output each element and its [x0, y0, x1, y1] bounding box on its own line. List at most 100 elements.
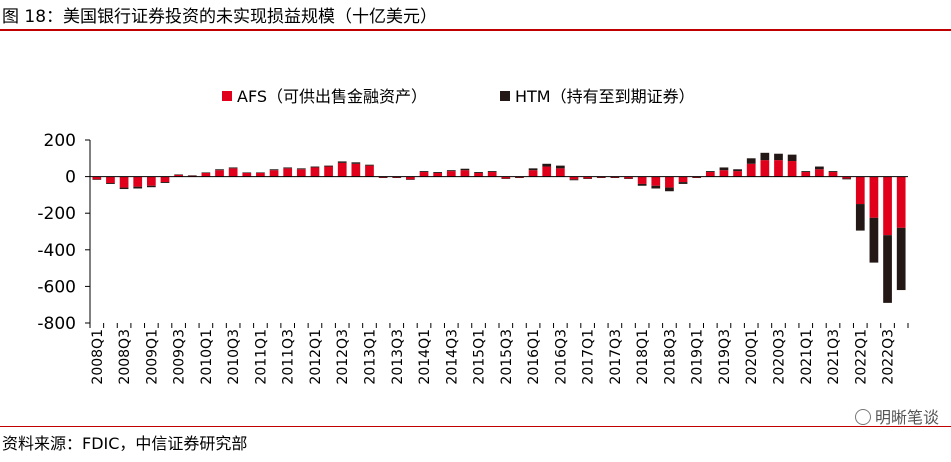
- bar-afs: [337, 162, 347, 177]
- bar-htm: [310, 166, 320, 168]
- bar-htm: [733, 169, 742, 172]
- bar-htm: [801, 171, 811, 173]
- bar-series: [92, 152, 906, 303]
- bar-afs: [146, 176, 156, 186]
- y-tick-label: -200: [37, 204, 76, 224]
- watermark-text: 明晰笔谈: [874, 408, 939, 427]
- bar-afs: [351, 163, 361, 177]
- bar-htm: [487, 171, 497, 173]
- bar-htm: [433, 172, 443, 173]
- bar-htm: [842, 178, 852, 180]
- bar-htm: [883, 235, 892, 303]
- bar-htm: [815, 166, 824, 170]
- bar-afs: [719, 170, 729, 177]
- bar-htm: [569, 179, 579, 181]
- bar-afs: [828, 172, 838, 177]
- x-tick-label: 2011Q1: [253, 329, 269, 385]
- bar-htm: [719, 167, 729, 171]
- bar-htm: [515, 177, 524, 179]
- bar-afs: [92, 176, 102, 180]
- bar-htm: [406, 179, 415, 180]
- bar-afs: [119, 176, 129, 188]
- bar-htm: [419, 171, 429, 173]
- bar-htm: [378, 177, 388, 179]
- wechat-icon: [854, 409, 871, 425]
- legend-label-afs: AFS（可供出售金融资产）: [237, 87, 427, 106]
- bar-htm: [215, 169, 224, 171]
- x-tick-label: 2014Q1: [417, 329, 433, 385]
- x-tick-label: 2009Q3: [172, 329, 188, 385]
- bar-afs: [637, 176, 647, 184]
- x-tick-label: 2016Q1: [526, 329, 542, 385]
- bar-afs: [774, 160, 783, 177]
- x-tick-label: 2011Q3: [281, 329, 297, 385]
- bar-afs: [869, 176, 879, 218]
- bar-htm: [678, 182, 688, 184]
- title-rule: [0, 29, 951, 31]
- bar-afs: [174, 174, 183, 177]
- x-tick-label: 2019Q1: [690, 329, 706, 385]
- bar-htm: [637, 183, 647, 186]
- bar-htm: [201, 172, 211, 173]
- x-tick-label: 2015Q3: [499, 329, 515, 385]
- bar-htm: [774, 153, 783, 161]
- x-tick-label: 2022Q3: [881, 329, 897, 385]
- x-tick-label: 2015Q1: [472, 329, 488, 385]
- bar-htm: [187, 175, 197, 176]
- y-tick-label: -800: [37, 314, 76, 334]
- bar-htm: [174, 174, 183, 175]
- bar-htm: [337, 161, 347, 163]
- bar-afs: [896, 176, 906, 228]
- bar-afs: [419, 172, 429, 177]
- bar-htm: [228, 167, 238, 169]
- bar-htm: [651, 185, 661, 189]
- legend-swatch-afs: [222, 91, 232, 101]
- bar-htm: [746, 158, 756, 164]
- source-rule: [0, 426, 951, 427]
- source-note: 资料来源：FDIC，中信证券研究部: [2, 434, 248, 453]
- bar-afs: [228, 168, 238, 177]
- bar-afs: [787, 161, 797, 177]
- bar-afs: [160, 176, 170, 183]
- bar-afs: [855, 176, 865, 205]
- x-tick-label: 2010Q1: [199, 329, 215, 385]
- bar-afs: [624, 176, 633, 179]
- bar-afs: [269, 170, 279, 177]
- x-tick-label: 2022Q1: [853, 329, 869, 385]
- bar-afs: [746, 163, 756, 177]
- bar-afs: [460, 170, 470, 177]
- x-tick-label: 2020Q1: [744, 329, 760, 385]
- bar-htm: [624, 178, 633, 179]
- y-tick-label: -600: [37, 277, 76, 297]
- bar-htm: [596, 177, 606, 179]
- bar-afs: [310, 167, 320, 177]
- bar-htm: [296, 168, 306, 170]
- x-tick-label: 2021Q3: [826, 329, 842, 385]
- bar-afs: [678, 176, 688, 183]
- x-tick-label: 2017Q3: [608, 329, 624, 385]
- bar-afs: [733, 171, 742, 177]
- bar-afs: [365, 165, 374, 177]
- x-tick-label: 2012Q3: [335, 329, 351, 385]
- bar-afs: [446, 171, 456, 177]
- bar-afs: [842, 176, 852, 179]
- bar-afs: [542, 166, 552, 177]
- x-tick-label: 2019Q3: [717, 329, 733, 385]
- x-tick-label: 2021Q1: [799, 329, 815, 385]
- bar-htm: [146, 185, 156, 188]
- bar-htm: [392, 177, 402, 179]
- bar-htm: [896, 227, 906, 291]
- bar-htm: [269, 169, 279, 171]
- bar-afs: [801, 172, 811, 177]
- bar-htm: [787, 154, 797, 162]
- bar-afs: [487, 172, 497, 177]
- bar-chart: AFS（可供出售金融资产） HTM（持有至到期证券） 200 0 -200 -400 -6…: [37, 87, 909, 385]
- bar-afs: [528, 170, 538, 177]
- bar-htm: [501, 178, 511, 179]
- y-tick-label: 0: [65, 168, 76, 188]
- bar-afs: [242, 172, 252, 177]
- bar-htm: [855, 204, 865, 231]
- bar-afs: [501, 176, 511, 179]
- y-axis: 200 0 -200 -400 -600 -800: [37, 131, 91, 334]
- bar-htm: [256, 172, 265, 173]
